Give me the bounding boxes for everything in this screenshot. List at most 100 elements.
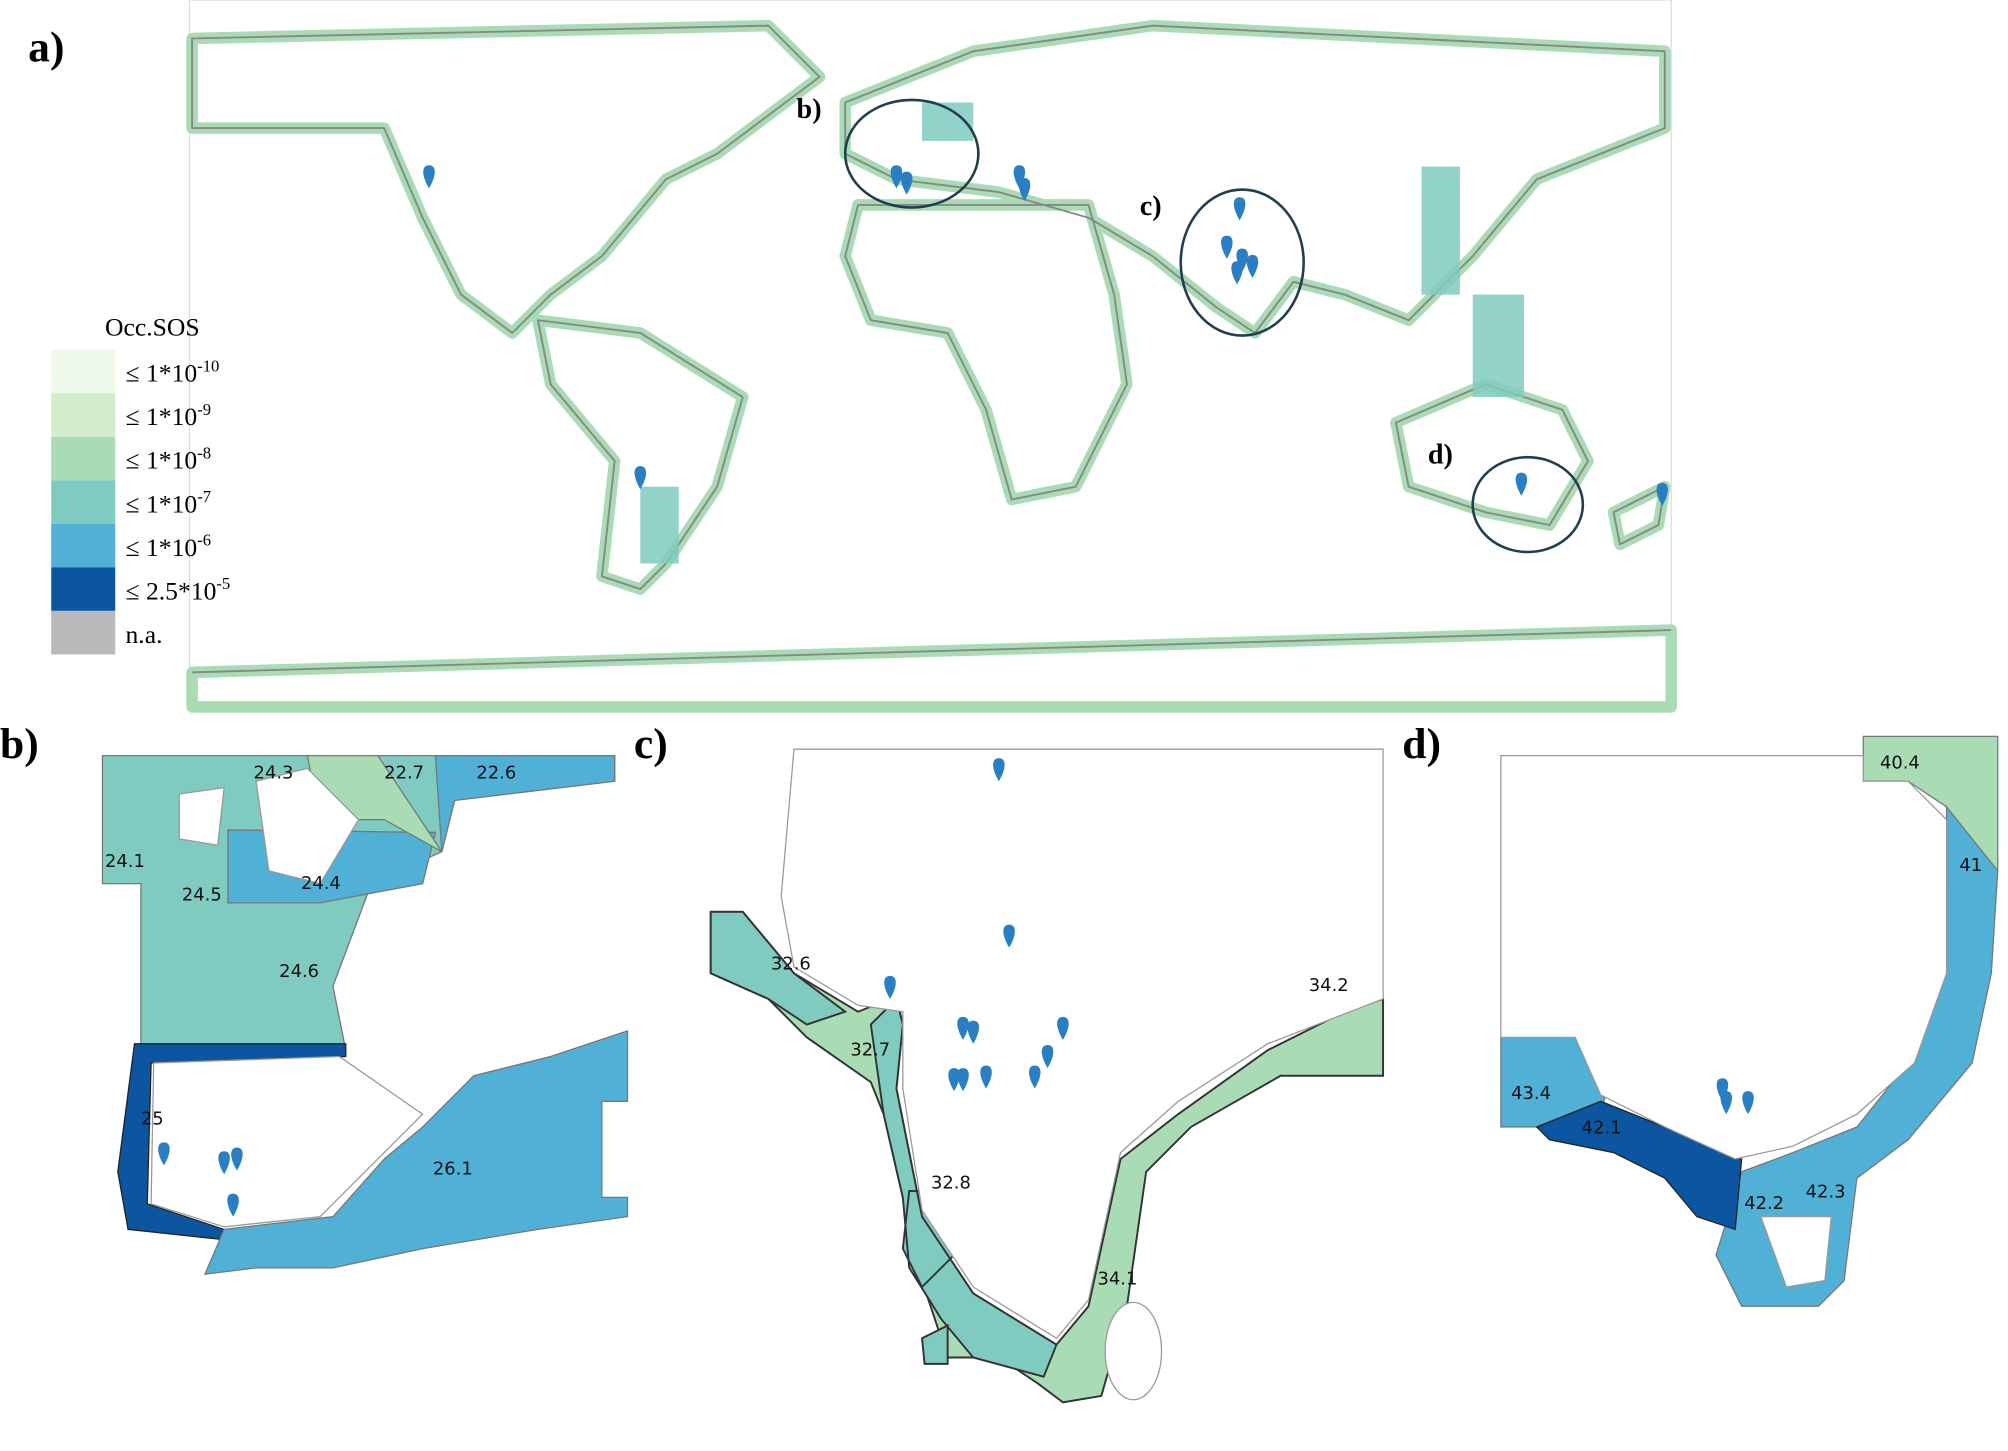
land xyxy=(1104,1301,1163,1401)
legend-swatch xyxy=(51,480,116,524)
land xyxy=(150,1055,424,1228)
legend-label-base: ≤ 1*10 xyxy=(126,533,198,562)
occurrence-pin xyxy=(1742,1091,1754,1115)
region-label: 34.2 xyxy=(1309,975,1349,996)
sea-zone xyxy=(117,1043,347,1241)
legend-label: ≤ 1*10-6 xyxy=(126,531,212,562)
occurrence-pin xyxy=(231,1147,243,1171)
world-map xyxy=(186,0,1677,713)
occurrence-pin xyxy=(1003,924,1015,948)
occurrence-pin xyxy=(1656,482,1668,506)
circle-label: b) xyxy=(797,94,822,125)
region-label: 25 xyxy=(141,1108,164,1129)
region-label: 32.8 xyxy=(931,1172,971,1193)
occurrence-pin xyxy=(957,1068,969,1092)
legend-label-exponent: -8 xyxy=(197,443,211,462)
region-label: 26.1 xyxy=(433,1158,473,1179)
legend-label: ≤ 1*10-8 xyxy=(126,443,212,474)
region-label: 40.4 xyxy=(1880,752,1920,773)
region-label: 43.4 xyxy=(1511,1083,1551,1104)
land xyxy=(1759,1215,1832,1288)
occurrence-pin xyxy=(884,975,896,999)
legend-label: ≤ 1*10-9 xyxy=(126,400,212,431)
occurrence-pin xyxy=(900,171,913,195)
occurrence-pin xyxy=(1057,1016,1069,1040)
legend-label-exponent: -10 xyxy=(197,356,219,375)
land xyxy=(178,767,360,885)
region-label: 42.1 xyxy=(1582,1117,1622,1138)
panel-label: c) xyxy=(634,720,668,768)
legend-swatch xyxy=(51,567,116,611)
legend-label-exponent: -9 xyxy=(197,400,211,419)
legend-label-base: ≤ 1*10 xyxy=(126,402,198,431)
occurrence-pin xyxy=(957,1016,969,1040)
occurrence-pin xyxy=(1515,472,1528,496)
sea-zone xyxy=(203,1030,629,1276)
zoom-circle xyxy=(1179,188,1305,337)
legend: Occ.SOS ≤ 1*10-10≤ 1*10-9≤ 1*10-8≤ 1*10-… xyxy=(51,313,230,655)
occurrence-pin xyxy=(1233,197,1246,221)
occurrence-pin xyxy=(980,1065,992,1089)
circle-label: c) xyxy=(1140,191,1162,222)
occurrence-pin xyxy=(1246,254,1259,278)
legend-label-base: ≤ 1*10 xyxy=(126,489,198,518)
occurrence-pin xyxy=(967,1020,980,1044)
legend-swatch xyxy=(51,436,116,481)
occurrence-pin xyxy=(993,758,1005,782)
legend-label-base: ≤ 1*10 xyxy=(126,446,198,475)
legend-label: ≤ 1*10-7 xyxy=(126,487,212,518)
region-label: 22.7 xyxy=(384,763,424,784)
zoom-circle xyxy=(843,98,980,209)
map-layer xyxy=(101,0,1999,1404)
panel-d-map xyxy=(1500,735,1999,1307)
occurrence-pin xyxy=(1018,178,1031,202)
panel-label: b) xyxy=(0,720,39,768)
zoom-circle xyxy=(1471,455,1585,554)
region-label: 41 xyxy=(1959,855,1982,876)
panel-b-map xyxy=(101,740,629,1281)
occurrence-markers xyxy=(158,165,1754,1217)
occurrence-pin xyxy=(158,1142,170,1166)
region-label: 22.6 xyxy=(476,763,516,784)
legend-swatch xyxy=(51,349,116,394)
occurrence-pin xyxy=(218,1151,230,1175)
occurrence-pin xyxy=(1221,235,1233,259)
region-label: 34.1 xyxy=(1097,1268,1137,1289)
legend-swatch xyxy=(51,523,116,568)
legend-label: ≤ 2.5*10-5 xyxy=(126,574,231,605)
legend-label: n.a. xyxy=(126,620,163,649)
legend-label-exponent: -6 xyxy=(197,531,211,550)
circle-label: d) xyxy=(1428,440,1453,471)
occurrence-pin xyxy=(1041,1045,1054,1069)
occurrence-pin xyxy=(890,165,903,189)
region-label: 42.2 xyxy=(1744,1193,1784,1214)
occurrence-pin xyxy=(634,466,647,490)
region-label: 24.4 xyxy=(301,873,341,894)
occurrence-pin xyxy=(1028,1065,1041,1089)
sea-zone xyxy=(434,754,616,852)
legend-swatch xyxy=(51,393,116,437)
legend-label-base: n.a. xyxy=(126,620,163,649)
legend-swatch xyxy=(51,610,116,655)
occurrence-pin xyxy=(227,1193,239,1217)
region-label: 24.6 xyxy=(279,961,319,982)
region-label: 42.3 xyxy=(1806,1181,1846,1202)
region-label: 32.6 xyxy=(771,953,811,974)
sea-zone xyxy=(1535,1100,1743,1231)
land xyxy=(1500,754,1948,1160)
panel-c-map xyxy=(709,748,1385,1404)
legend-label-exponent: -5 xyxy=(216,574,230,593)
land xyxy=(780,748,1384,1340)
legend-title: Occ.SOS xyxy=(105,313,200,342)
legend-label-base: ≤ 2.5*10 xyxy=(126,576,217,605)
occurrence-pin xyxy=(423,165,435,189)
occurrence-pin xyxy=(1720,1091,1733,1115)
panel-label: a) xyxy=(28,24,64,72)
region-label: 24.3 xyxy=(254,763,294,784)
occurrence-pin xyxy=(1231,261,1243,285)
sea-zone xyxy=(709,910,1058,1378)
panel-label: d) xyxy=(1402,720,1441,768)
region-label: 24.1 xyxy=(105,851,145,872)
region-label: 24.5 xyxy=(182,884,222,905)
